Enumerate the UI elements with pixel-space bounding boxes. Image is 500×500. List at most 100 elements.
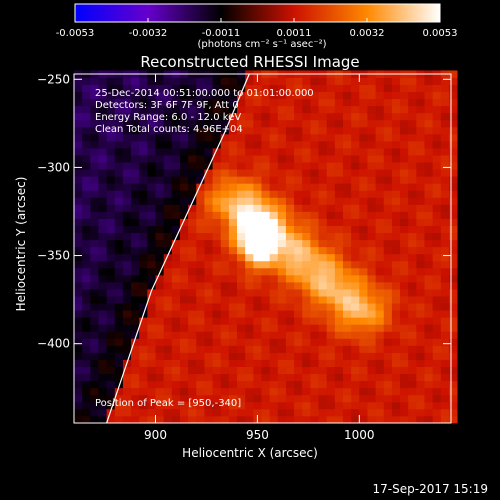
- heatmap-cell: [310, 112, 319, 121]
- heatmap-cell: [179, 366, 189, 375]
- heatmap-cell: [106, 415, 116, 424]
- heatmap-cell: [440, 281, 450, 290]
- heatmap-cell: [383, 331, 393, 339]
- heatmap-cell: [351, 331, 360, 339]
- heatmap-cell: [269, 408, 279, 417]
- heatmap-cell: [171, 84, 181, 93]
- heatmap-cell: [228, 190, 238, 198]
- heatmap-cell: [334, 169, 344, 177]
- heatmap-cell: [285, 197, 295, 205]
- heatmap-cell: [90, 162, 99, 170]
- heatmap-cell: [163, 345, 173, 353]
- heatmap-cell: [432, 140, 442, 149]
- heatmap-cell: [212, 387, 222, 396]
- heatmap-cell: [310, 225, 319, 234]
- heatmap-cell: [237, 133, 246, 142]
- heatmap-cell: [359, 190, 368, 198]
- heatmap-cell: [294, 246, 303, 255]
- heatmap-cell: [237, 155, 246, 163]
- heatmap-cell: [237, 380, 246, 389]
- heatmap-cell: [106, 324, 116, 332]
- heatmap-cell: [448, 296, 458, 304]
- heatmap-cell: [448, 126, 458, 135]
- heatmap-cell: [391, 345, 401, 353]
- heatmap-cell: [220, 169, 230, 177]
- heatmap-cell: [367, 119, 376, 128]
- heatmap-cell: [408, 366, 417, 375]
- heatmap-cell: [318, 169, 328, 177]
- heatmap-cell: [82, 394, 91, 403]
- heatmap-cell: [277, 98, 287, 107]
- heatmap-cell: [326, 126, 336, 135]
- heatmap-cell: [90, 133, 99, 142]
- heatmap-cell: [351, 338, 360, 346]
- heatmap-cell: [139, 296, 148, 304]
- heatmap-cell: [269, 211, 279, 219]
- heatmap-cell: [277, 366, 287, 375]
- heatmap-cell: [391, 253, 401, 262]
- heatmap-cell: [188, 394, 197, 403]
- heatmap-cell: [432, 387, 442, 396]
- heatmap-cell: [82, 133, 91, 142]
- heatmap-cell: [310, 84, 319, 93]
- heatmap-cell: [416, 119, 425, 128]
- heatmap-cell: [82, 112, 91, 121]
- heatmap-cell: [367, 281, 376, 290]
- heatmap-cell: [269, 197, 279, 205]
- heatmap-cell: [98, 366, 108, 375]
- heatmap-cell: [391, 155, 401, 163]
- heatmap-cell: [424, 232, 434, 241]
- heatmap-cell: [237, 105, 246, 114]
- heatmap-cell: [383, 415, 393, 424]
- heatmap-cell: [310, 155, 319, 163]
- heatmap-cell: [261, 119, 271, 128]
- heatmap-cell: [204, 415, 213, 424]
- heatmap-cell: [310, 303, 319, 311]
- heatmap-cell: [448, 183, 458, 191]
- heatmap-cell: [448, 225, 458, 234]
- heatmap-cell: [359, 331, 368, 339]
- heatmap-cell: [367, 148, 376, 156]
- heatmap-cell: [131, 310, 140, 318]
- heatmap-cell: [367, 239, 376, 248]
- heatmap-cell: [245, 359, 254, 367]
- heatmap-cell: [326, 274, 336, 283]
- heatmap-cell: [277, 281, 287, 290]
- heatmap-cell: [359, 317, 368, 325]
- heatmap-cell: [114, 98, 124, 107]
- heatmap-cell: [302, 91, 311, 100]
- heatmap-cell: [342, 296, 352, 304]
- heatmap-cell: [375, 387, 385, 396]
- colorbar-tick-label: 0.0011: [277, 28, 312, 39]
- heatmap-cell: [131, 133, 140, 142]
- heatmap-cell: [171, 415, 181, 424]
- heatmap-cell: [400, 218, 409, 226]
- heatmap-cell: [122, 190, 132, 198]
- heatmap-cell: [188, 84, 197, 93]
- heatmap-cell: [122, 324, 132, 332]
- heatmap-cell: [90, 84, 99, 93]
- heatmap-cell: [383, 105, 393, 114]
- heatmap-cell: [310, 331, 319, 339]
- heatmap-cell: [318, 239, 328, 248]
- heatmap-cell: [400, 338, 409, 346]
- heatmap-cell: [98, 345, 108, 353]
- heatmap-cell: [408, 84, 417, 93]
- heatmap-cell: [269, 218, 279, 226]
- heatmap-cell: [122, 225, 132, 234]
- heatmap-cell: [171, 190, 181, 198]
- heatmap-cell: [334, 225, 344, 234]
- heatmap-cell: [359, 345, 368, 353]
- heatmap-cell: [155, 225, 165, 234]
- heatmap-cell: [359, 267, 368, 276]
- heatmap-cell: [416, 401, 425, 410]
- heatmap-cell: [131, 267, 140, 276]
- heatmap-cell: [359, 218, 368, 226]
- heatmap-cell: [228, 162, 238, 170]
- heatmap-cell: [326, 218, 336, 226]
- heatmap-cell: [212, 98, 222, 107]
- heatmap-cell: [245, 190, 254, 198]
- heatmap-cell: [277, 190, 287, 198]
- heatmap-cell: [253, 366, 262, 375]
- heatmap-cell: [245, 197, 254, 205]
